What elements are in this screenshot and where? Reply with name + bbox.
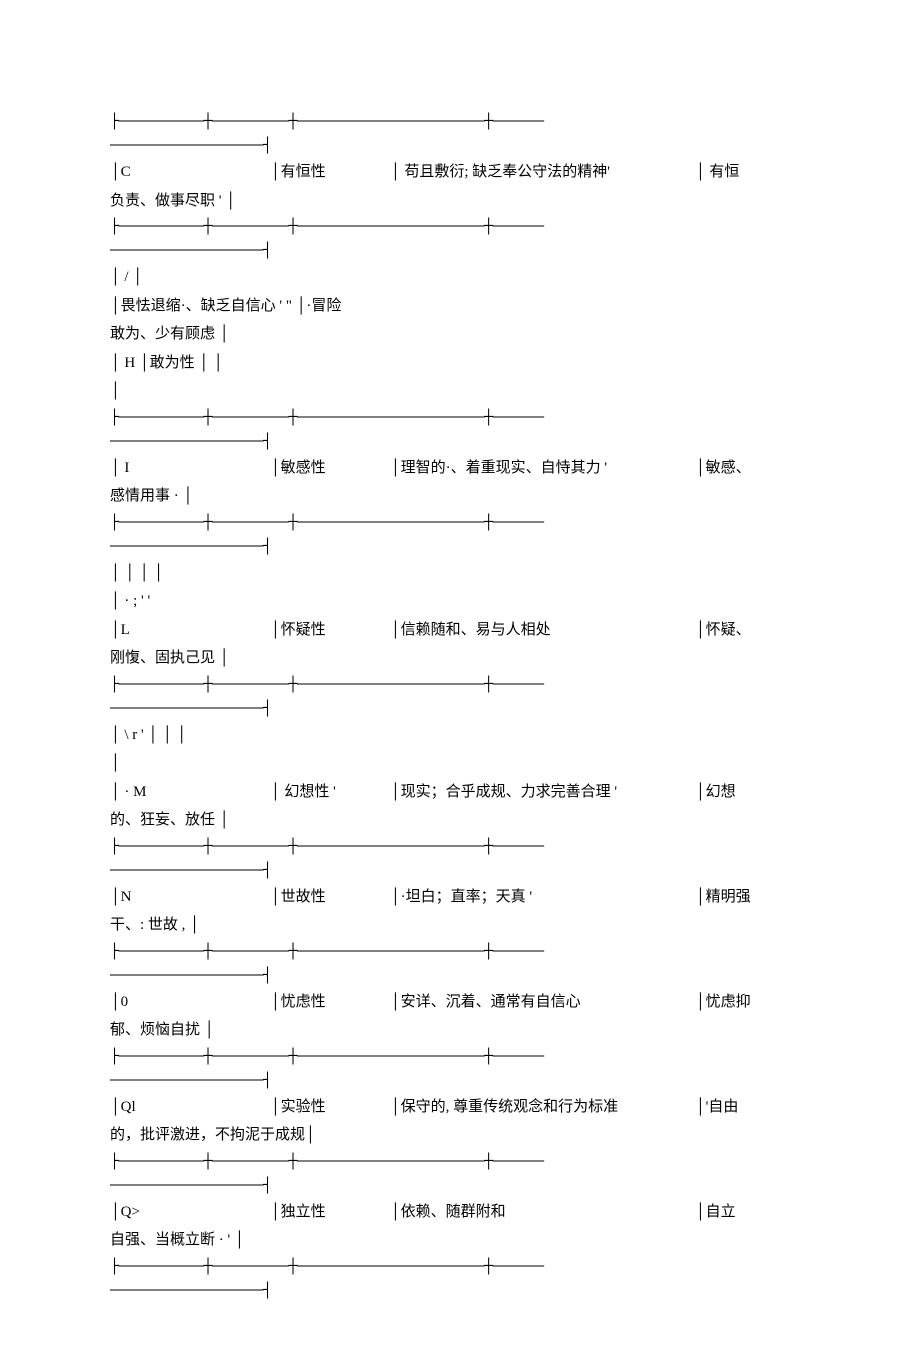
high-score-continuation: 的、狂妄、放任 │ xyxy=(110,806,815,835)
high-score-desc: │精明强 xyxy=(695,883,815,912)
table-row: │N │世故性 │·坦白；直率；天真 ' │精明强 xyxy=(110,883,815,912)
separator-line: ├——————————┼—————————┼——————————————————… xyxy=(110,940,815,964)
low-score-desc: │ 苟且敷衍; 缺乏奉公守法的精神' xyxy=(390,158,695,187)
separator-line: ├——————————┼—————————┼——————————————————… xyxy=(110,673,815,697)
high-score-continuation: 负责、做事尽职 ' │ xyxy=(110,187,815,216)
factor-code: │ I xyxy=(110,454,270,483)
table-row: │0 │忧虑性 │安详、沉着、通常有自信心 │忧虑抑 xyxy=(110,988,815,1017)
separator-line: ├——————————┼—————————┼——————————————————… xyxy=(110,1150,815,1174)
high-score-desc: │敏感、 xyxy=(695,454,815,483)
separator-line: ——————————————————┤ xyxy=(110,1279,815,1303)
low-score-desc: │·坦白；直率；天真 ' xyxy=(390,883,695,912)
separator-line: ——————————————————┤ xyxy=(110,1069,815,1093)
table-row: │Q> │独立性 │依赖、随群附和 │自立 xyxy=(110,1198,815,1227)
high-score-continuation: 敢为、少有顾虑 │ xyxy=(110,320,815,349)
factor-name: │独立性 xyxy=(270,1198,390,1227)
high-score-continuation: 干、: 世故 , │ xyxy=(110,911,815,940)
table-row: │L │怀疑性 │信赖随和、易与人相处 │怀疑、 xyxy=(110,616,815,645)
separator-line: ├——————————┼—————————┼——————————————————… xyxy=(110,110,815,134)
separator-line: ├——————————┼—————————┼——————————————————… xyxy=(110,511,815,535)
separator-line: ├——————————┼—————————┼——————————————————… xyxy=(110,406,815,430)
table-row: │ / │ xyxy=(110,263,815,292)
low-score-desc: │保守的, 尊重传统观念和行为标准 xyxy=(390,1093,695,1122)
high-score-desc: │'自由 xyxy=(695,1093,815,1122)
separator-line: ——————————————————┤ xyxy=(110,1174,815,1198)
high-score-desc: │自立 xyxy=(695,1198,815,1227)
separator-line: ——————————————————┤ xyxy=(110,697,815,721)
table-row-extra: │ H │敢为性 │ │ xyxy=(110,349,815,378)
separator-line: ├——————————┼—————————┼——————————————————… xyxy=(110,835,815,859)
low-score-desc: │现实；合乎成规、力求完善合理 ' xyxy=(390,778,695,807)
low-score-desc: │理智的·、着重现实、自恃其力 ' xyxy=(390,454,695,483)
high-score-desc: │忧虑抑 xyxy=(695,988,815,1017)
factor-name: │有恒性 xyxy=(270,158,390,187)
factor-code: │Q> xyxy=(110,1198,270,1227)
separator-line: ├——————————┼—————————┼——————————————————… xyxy=(110,215,815,239)
low-score-desc: │安详、沉着、通常有自信心 xyxy=(390,988,695,1017)
separator-line: ├——————————┼—————————┼——————————————————… xyxy=(110,1045,815,1069)
high-score-continuation: 的，批评激进，不拘泥于成规│ xyxy=(110,1121,815,1150)
document-page: ├——————————┼—————————┼——————————————————… xyxy=(0,0,920,1363)
high-score-continuation: 感情用事 · │ xyxy=(110,482,815,511)
low-score-desc: │信赖随和、易与人相处 xyxy=(390,616,695,645)
factor-name: │怀疑性 xyxy=(270,616,390,645)
factor-name: │实验性 xyxy=(270,1093,390,1122)
separator-line: ——————————————————┤ xyxy=(110,239,815,263)
separator-line: ——————————————————┤ xyxy=(110,964,815,988)
table-row: │Ql │实验性 │保守的, 尊重传统观念和行为标准 │'自由 xyxy=(110,1093,815,1122)
factor-code: │Ql xyxy=(110,1093,270,1122)
factor-code: │N xyxy=(110,883,270,912)
table-row-extra: │ xyxy=(110,749,815,778)
high-score-continuation: 郁、烦恼自扰 │ xyxy=(110,1016,815,1045)
separator-line: ——————————————————┤ xyxy=(110,134,815,158)
low-score-desc: │依赖、随群附和 xyxy=(390,1198,695,1227)
factor-name: │忧虑性 xyxy=(270,988,390,1017)
high-score-continuation: 自强、当概立断 · ' │ xyxy=(110,1226,815,1255)
factor-code: │ · M xyxy=(110,778,270,807)
factor-code: │C xyxy=(110,158,270,187)
table-row-extra: │ · ; ' ' xyxy=(110,587,815,616)
factor-code: │L xyxy=(110,616,270,645)
table-row-extra: │ │ │ │ xyxy=(110,559,815,588)
factor-name: │敏感性 xyxy=(270,454,390,483)
separator-line: ——————————————————┤ xyxy=(110,859,815,883)
table-row: │C │有恒性 │ 苟且敷衍; 缺乏奉公守法的精神' │ 有恒 xyxy=(110,158,815,187)
separator-line: ——————————————————┤ xyxy=(110,430,815,454)
high-score-desc: │幻想 xyxy=(695,778,815,807)
high-score-desc: │ 有恒 xyxy=(695,158,815,187)
table-row-extra: │ \ r ' │ │ │ xyxy=(110,721,815,750)
factor-name: │世故性 xyxy=(270,883,390,912)
separator-line: ├——————————┼—————————┼——————————————————… xyxy=(110,1255,815,1279)
high-score-desc: │怀疑、 xyxy=(695,616,815,645)
high-score-continuation: 刚愎、固执己见 │ xyxy=(110,644,815,673)
factor-code: │0 xyxy=(110,988,270,1017)
separator-line: ——————————————————┤ xyxy=(110,535,815,559)
low-score-desc: │畏怯退缩·、缺乏自信心 ' " │·冒险 xyxy=(110,298,341,314)
table-row: │ · M │ 幻想性 ' │现实；合乎成规、力求完善合理 ' │幻想 xyxy=(110,778,815,807)
factor-name: │ 幻想性 ' xyxy=(270,778,390,807)
table-row-continuation: │畏怯退缩·、缺乏自信心 ' " │·冒险 xyxy=(110,292,815,321)
table-row-extra: │ xyxy=(110,377,815,406)
table-row: │ I │敏感性 │理智的·、着重现实、自恃其力 ' │敏感、 xyxy=(110,454,815,483)
